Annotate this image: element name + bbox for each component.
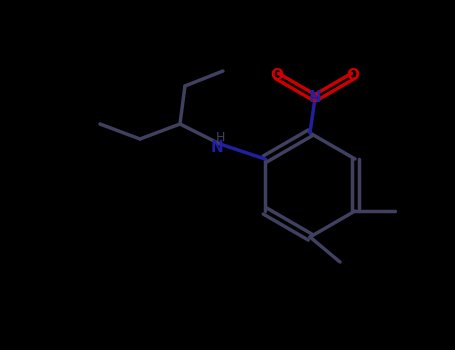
- Text: H: H: [215, 131, 225, 144]
- Text: N: N: [211, 140, 223, 154]
- Text: O: O: [271, 69, 283, 84]
- Text: N: N: [308, 91, 321, 105]
- Text: O: O: [347, 69, 359, 84]
